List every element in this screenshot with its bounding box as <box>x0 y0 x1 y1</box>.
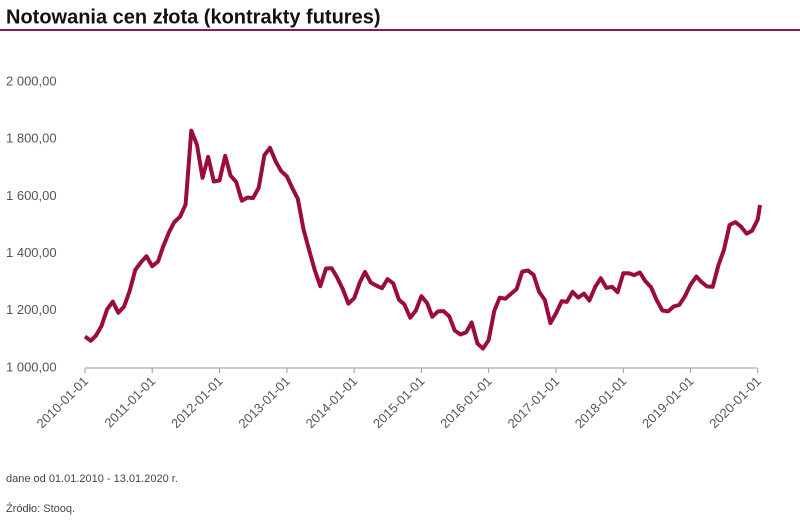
note: dane od 01.01.2010 - 13.01.2020 r. <box>6 473 178 485</box>
x-tick-label: 2012-01-01 <box>168 374 226 432</box>
x-tick-label: 2016-01-01 <box>437 374 495 432</box>
y-tick-label: 1 200,00 <box>6 302 57 317</box>
y-tick-label: 1 400,00 <box>6 245 57 260</box>
chart-title: Notowania cen złota (kontrakty futures) <box>6 6 381 28</box>
y-tick-label: 1 000,00 <box>6 359 57 374</box>
x-tick-label: 2018-01-01 <box>572 374 630 432</box>
x-tick-label: 2011-01-01 <box>101 374 158 431</box>
source: Źródło: Stooq. <box>6 502 75 515</box>
x-tick-label: 2014-01-01 <box>303 374 361 432</box>
x-tick-label: 2020-01-01 <box>706 374 764 432</box>
price-line <box>83 128 762 351</box>
x-tick-label: 2013-01-01 <box>235 374 293 432</box>
x-tick-label: 2015-01-01 <box>370 374 428 432</box>
y-tick-label: 1 800,00 <box>6 131 57 146</box>
y-tick-label: 1 600,00 <box>6 188 57 203</box>
y-tick-label: 2 000,00 <box>6 73 57 88</box>
x-tick-label: 2019-01-01 <box>639 374 697 432</box>
x-tick-label: 2010-01-01 <box>33 374 91 432</box>
x-tick-label: 2017-01-01 <box>505 374 563 432</box>
